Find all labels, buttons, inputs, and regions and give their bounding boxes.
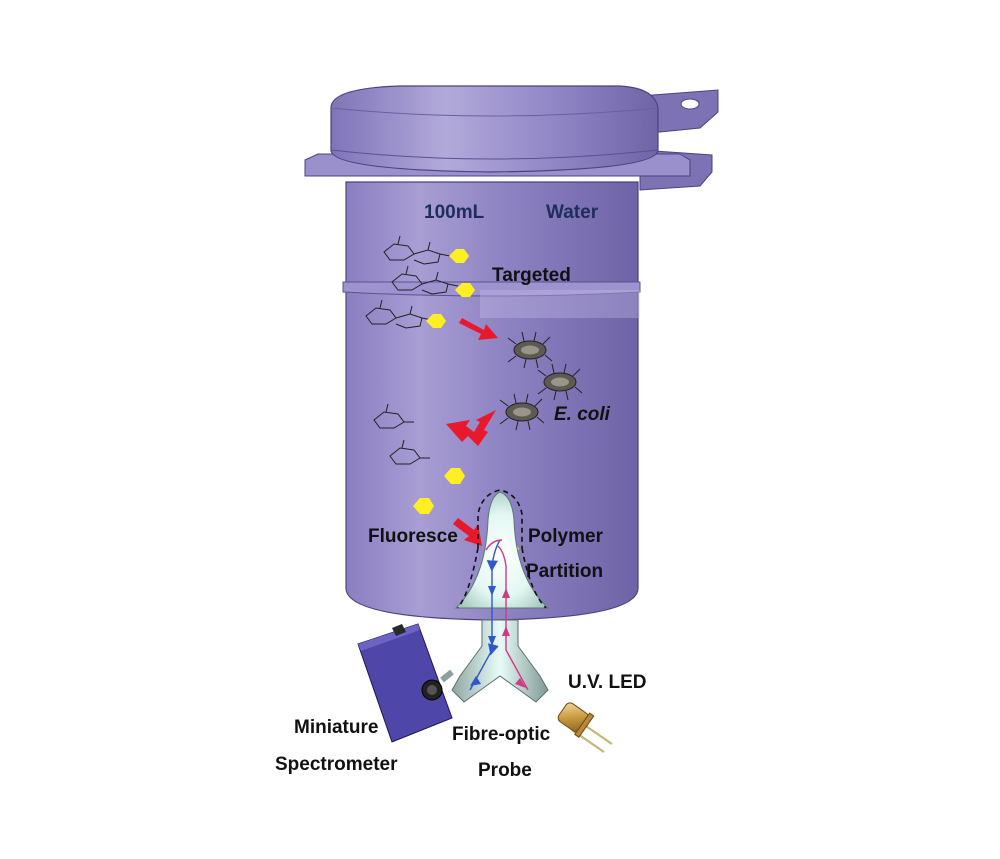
volume-label: 100mL xyxy=(424,202,485,223)
binding-arrows xyxy=(446,318,498,546)
probe-label: Probe xyxy=(478,760,532,781)
container-cap xyxy=(330,85,659,173)
probe-tip xyxy=(454,491,550,609)
ecoli-label: E. coli xyxy=(554,404,610,425)
miniature-label: Miniature xyxy=(294,717,379,738)
release-arrow-icon xyxy=(446,410,496,446)
sugar-molecule xyxy=(389,439,430,465)
emission-light-path xyxy=(497,545,529,691)
fluorophore-hexagon xyxy=(444,468,465,484)
sugar-molecule xyxy=(365,299,433,329)
container-band xyxy=(342,281,641,297)
fluoresce-label: Fluoresce xyxy=(368,526,458,547)
fluorophore-hexagon xyxy=(449,249,469,263)
fluorophore-hexagon xyxy=(426,314,446,328)
water-label: Water xyxy=(546,202,599,223)
polymer-label: Polymer xyxy=(528,526,603,547)
uv-led-label: U.V. LED xyxy=(568,672,647,693)
spectrometer-label: Spectrometer xyxy=(275,754,398,775)
fluoresce-arrow-icon xyxy=(453,518,482,546)
fluorophore-hexagon xyxy=(455,283,475,297)
sugar-molecule xyxy=(391,265,459,295)
fibre-optic-probe xyxy=(451,539,549,703)
sugar-molecule xyxy=(373,403,414,429)
bacterium-icon xyxy=(537,363,583,401)
binding-arrow-icon xyxy=(459,318,498,340)
uv-led xyxy=(557,702,613,753)
targeted-label: Targeted xyxy=(492,265,571,286)
polymer-partition xyxy=(454,489,550,609)
fibre-optic-label: Fibre-optic xyxy=(452,724,551,745)
bacterium-icon xyxy=(499,393,545,431)
partition-label: Partition xyxy=(526,561,604,582)
ecoli-bacteria xyxy=(499,331,583,431)
miniature-spectrometer xyxy=(357,623,454,743)
excitation-light-path xyxy=(469,539,501,691)
sugar-molecule xyxy=(383,235,451,265)
glycopolymer-molecules xyxy=(365,235,459,465)
bacterium-icon xyxy=(507,331,553,369)
fluorophore-hexagon xyxy=(413,498,434,514)
